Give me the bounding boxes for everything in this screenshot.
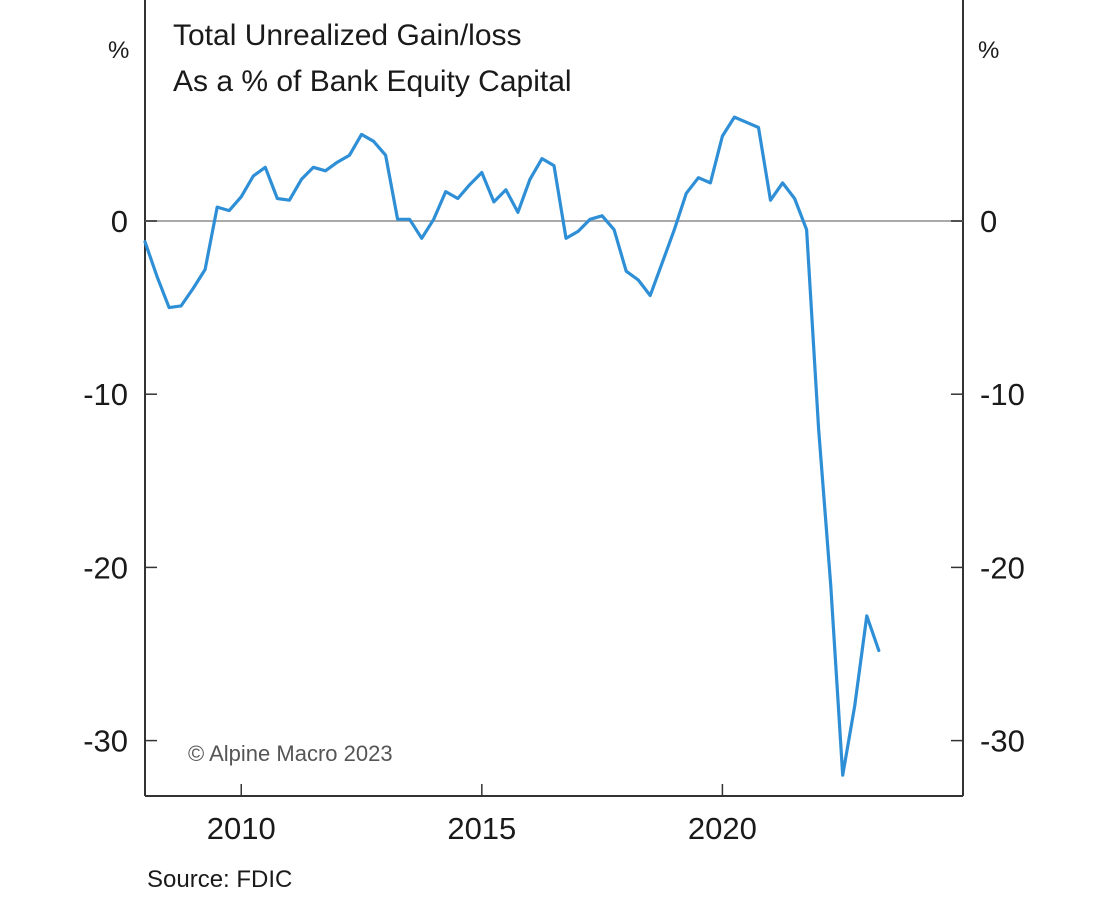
left-axis-unit: % <box>108 37 129 64</box>
right-axis-unit: % <box>978 37 999 64</box>
series-layer <box>143 115 881 777</box>
series-line-0 <box>143 115 881 777</box>
tick-layer: 0 0 -10 -10 -20 -20 -30 -30 2010 2015 2020 <box>83 204 1025 846</box>
right-y-tick-label: 0 <box>980 204 997 239</box>
chart-frame <box>144 0 964 797</box>
left-y-tick-label: 0 <box>111 204 128 239</box>
source-note: Source: FDIC <box>147 866 292 893</box>
right-y-tick-label: -10 <box>980 377 1025 412</box>
left-y-tick-label: -30 <box>83 724 128 759</box>
watermark: © Alpine Macro 2023 <box>188 741 393 766</box>
right-y-tick-label: -30 <box>980 724 1025 759</box>
left-y-tick-label: -10 <box>83 377 128 412</box>
x-tick-label: 2015 <box>447 811 516 846</box>
right-y-tick-label: -20 <box>980 550 1025 585</box>
x-tick-label: 2020 <box>688 811 757 846</box>
chart-title-line2: As a % of Bank Equity Capital <box>173 65 572 98</box>
chart-title-line1: Total Unrealized Gain/loss <box>173 19 522 52</box>
x-tick-label: 2010 <box>207 811 276 846</box>
left-y-tick-label: -20 <box>83 550 128 585</box>
